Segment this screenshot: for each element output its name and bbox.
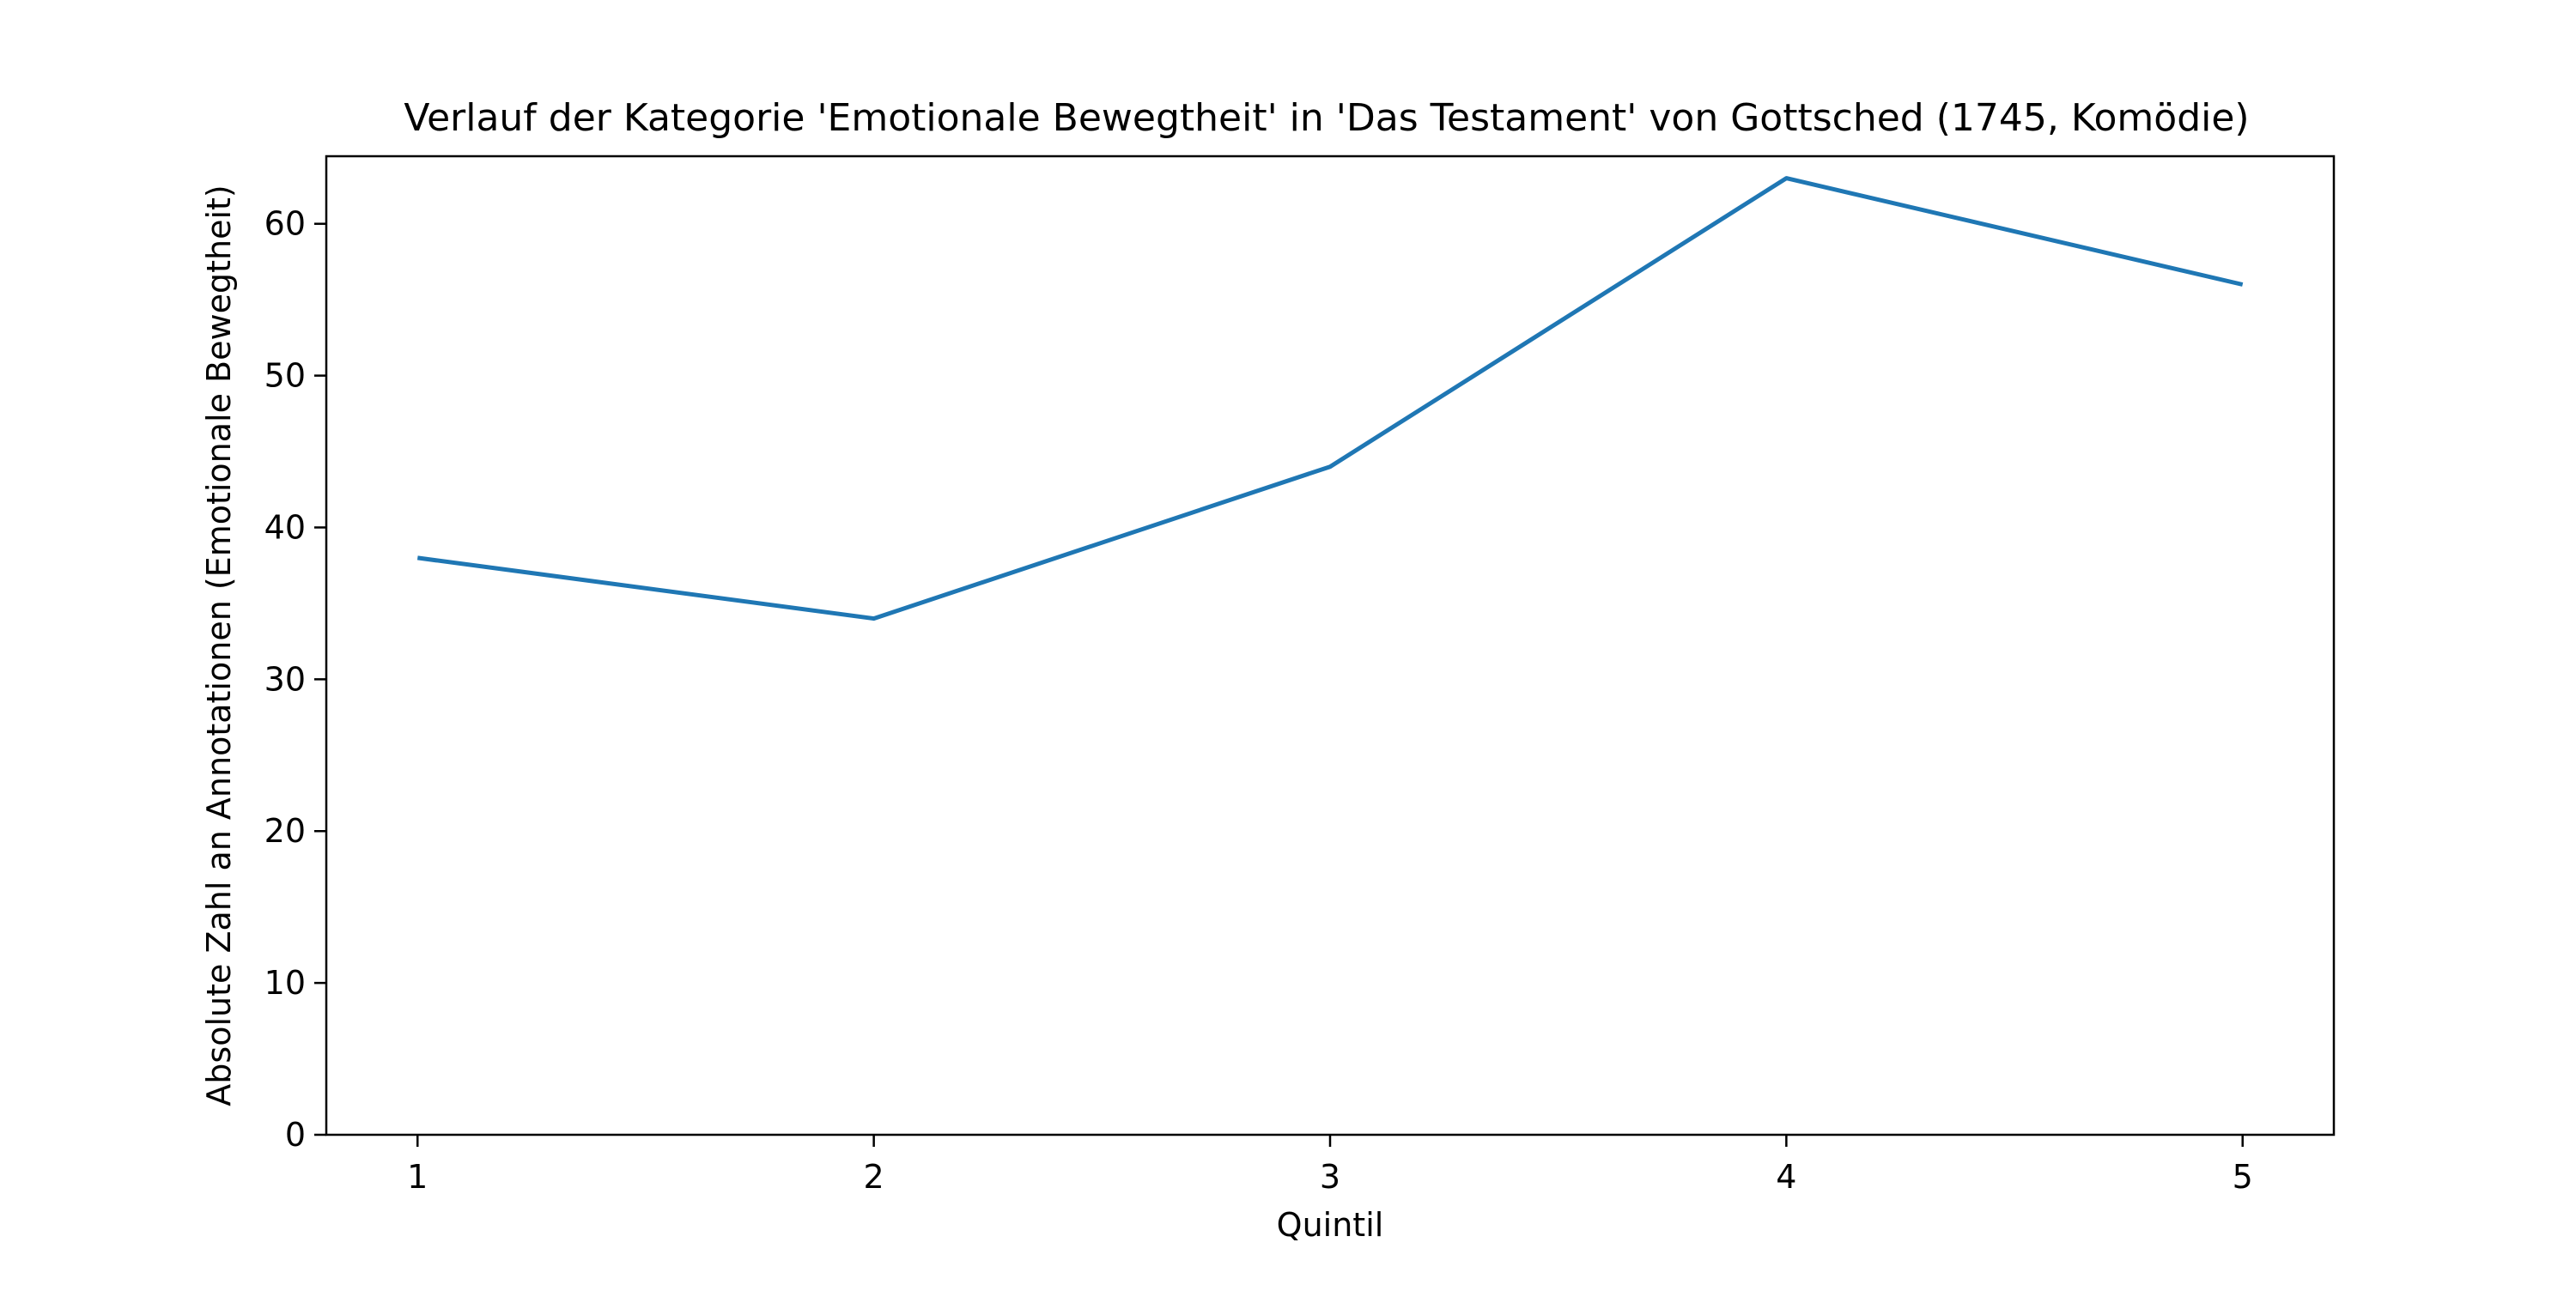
y-tick-label: 10 <box>264 964 306 1002</box>
chart-title: Verlauf der Kategorie 'Emotionale Bewegt… <box>404 96 2249 140</box>
y-tick-label: 20 <box>264 812 306 850</box>
x-tick-label: 4 <box>1776 1158 1796 1196</box>
y-tick-label: 0 <box>285 1116 306 1154</box>
y-tick-label: 40 <box>264 508 306 546</box>
y-tick-label: 60 <box>264 205 306 243</box>
x-tick-label: 3 <box>1320 1158 1340 1196</box>
x-tick-label: 5 <box>2233 1158 2253 1196</box>
y-tick-label: 50 <box>264 357 306 395</box>
x-tick-label: 2 <box>864 1158 884 1196</box>
y-tick-label: 30 <box>264 660 306 698</box>
x-axis-label: Quintil <box>1277 1206 1384 1244</box>
x-tick-label: 1 <box>407 1158 428 1196</box>
y-axis-label: Absolute Zahl an Annotationen (Emotional… <box>200 185 238 1106</box>
